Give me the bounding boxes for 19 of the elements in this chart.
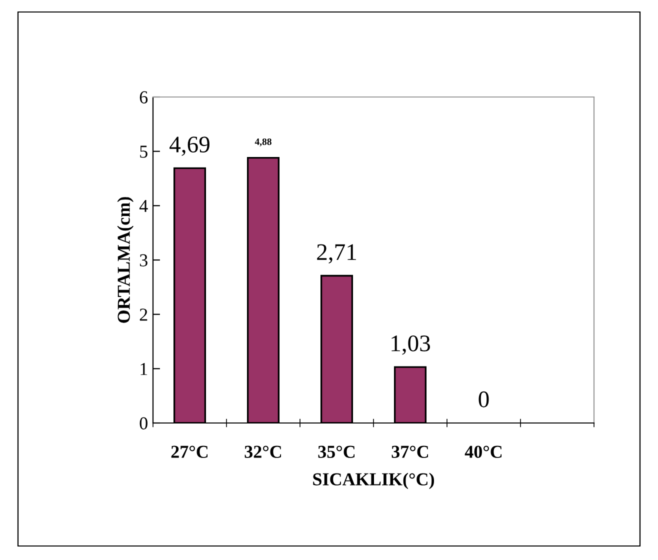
y-tick-label: 1	[140, 363, 148, 375]
data-label: 1,03	[392, 335, 430, 355]
y-tick-label: 6	[140, 91, 148, 104]
y-tick-label: 4	[139, 200, 148, 212]
data-label: 4,88	[254, 138, 272, 146]
data-label: 2,71	[317, 244, 356, 264]
y-axis-title: ORTALMA(cm)	[117, 197, 134, 323]
data-label: 0	[478, 391, 489, 408]
data-label: 4,69	[170, 136, 210, 156]
x-tick-label: 35°C	[318, 446, 355, 458]
x-tick-label: 37°C	[392, 446, 428, 458]
y-tick-label: 3	[140, 254, 148, 266]
x-axis-title: SICAKLIK(°C)	[313, 472, 434, 490]
y-tick-label: 0	[140, 417, 148, 430]
y-tick-label: 5	[140, 146, 148, 158]
y-tick-label: 2	[140, 308, 148, 321]
x-tick-label: 27°C	[171, 446, 208, 458]
x-tick-label: 32°C	[244, 446, 282, 458]
x-tick-label: 40°C	[464, 446, 502, 458]
